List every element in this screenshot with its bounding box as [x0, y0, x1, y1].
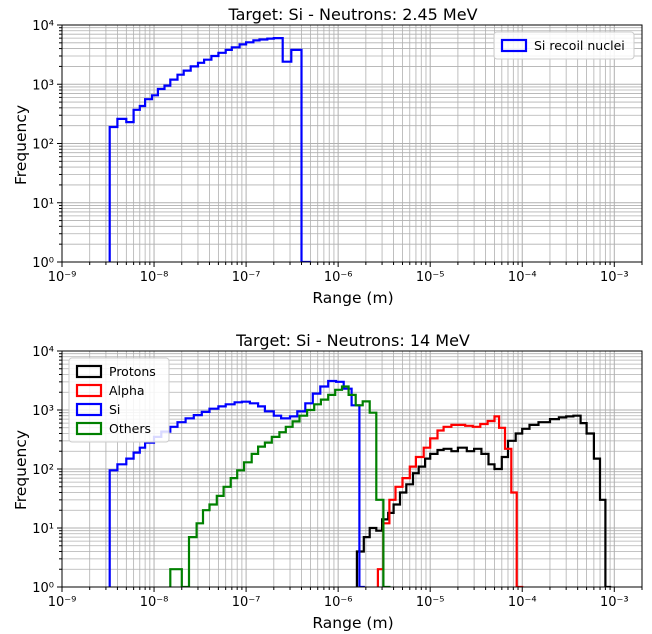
x-tick-label: 10⁻⁹: [48, 270, 77, 285]
y-tick-label: 10²: [32, 463, 54, 478]
y-tick-label: 10⁰: [32, 581, 54, 596]
bottom-chart-ylabel: Frequency: [12, 430, 30, 510]
x-tick-label: 10⁻⁷: [232, 595, 261, 610]
bottom-chart-title: Target: Si - Neutrons: 14 MeV: [235, 331, 470, 350]
axes-frame: [61, 24, 643, 263]
axes-frame: [61, 350, 643, 588]
legend-swatch: [75, 364, 103, 379]
plot-area: [108, 37, 311, 262]
x-tick-label: 10⁻³: [600, 270, 629, 285]
plot-area: [108, 379, 612, 587]
x-tick-label: 10⁻⁶: [324, 595, 353, 610]
legend-label: Si recoil nuclei: [534, 38, 625, 53]
series-protons: [355, 414, 612, 587]
bottom-chart: Target: Si - Neutrons: 14 MeV Range (m) …: [12, 331, 643, 632]
y-tick-label: 10²: [32, 138, 54, 153]
x-tick-label: 10⁻⁸: [140, 595, 169, 610]
y-tick-label: 10¹: [32, 197, 54, 212]
legend-swatch: [75, 421, 103, 436]
x-tick-label: 10⁻⁵: [416, 595, 445, 610]
series-others: [169, 385, 391, 587]
legend-box: [493, 31, 635, 60]
legend-label: Alpha: [109, 383, 145, 398]
legend-label: Si: [109, 402, 120, 417]
series-si: [108, 379, 365, 587]
bottom-chart-xlabel: Range (m): [312, 614, 393, 632]
top-chart: Target: Si - Neutrons: 2.45 MeV Range (m…: [12, 5, 643, 307]
legend: Si recoil nuclei: [493, 31, 635, 60]
grid: [57, 24, 643, 267]
y-tick-label: 10⁴: [32, 345, 54, 360]
legend-box: [68, 357, 170, 443]
legend: Protons Alpha Si Others: [68, 357, 170, 443]
x-tick-label: 10⁻⁹: [48, 595, 77, 610]
series-si-recoil-nuclei: [108, 37, 311, 262]
y-tick-label: 10⁴: [32, 19, 54, 34]
x-tick-label: 10⁻⁸: [140, 270, 169, 285]
series-alpha: [376, 415, 524, 587]
x-tick-label: 10⁻³: [600, 595, 629, 610]
x-tick-label: 10⁻⁶: [324, 270, 353, 285]
top-chart-xlabel: Range (m): [312, 289, 393, 307]
x-tick-label: 10⁻⁵: [416, 270, 445, 285]
y-tick-label: 10¹: [32, 522, 54, 537]
x-tick-label: 10⁻⁷: [232, 270, 261, 285]
top-chart-title: Target: Si - Neutrons: 2.45 MeV: [227, 5, 477, 24]
legend-swatch: [75, 383, 103, 398]
x-tick-label: 10⁻⁴: [508, 270, 537, 285]
y-tick-label: 10³: [32, 78, 54, 93]
x-tick-label: 10⁻⁴: [508, 595, 537, 610]
y-tick-label: 10³: [32, 404, 54, 419]
legend-label: Protons: [109, 364, 156, 379]
legend-swatch: [500, 38, 528, 53]
legend-label: Others: [109, 421, 151, 436]
legend-swatch: [75, 402, 103, 417]
top-chart-ylabel: Frequency: [12, 105, 30, 185]
y-tick-label: 10⁰: [32, 256, 54, 271]
